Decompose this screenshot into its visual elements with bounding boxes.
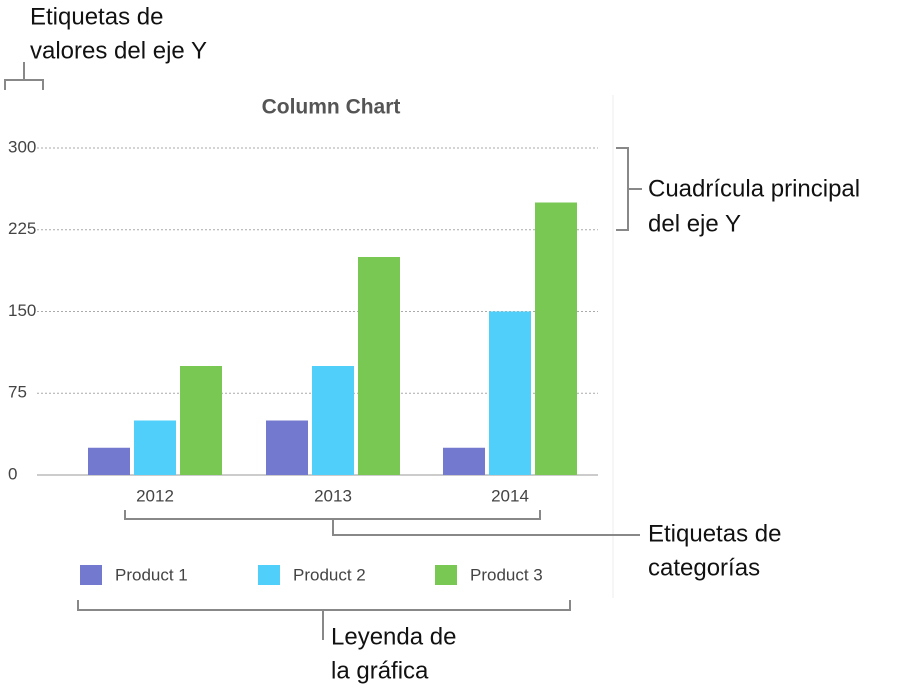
x-tick-label: 2013	[314, 486, 352, 505]
annotation: Cuadrícula principal	[648, 175, 860, 202]
bracket	[4, 62, 44, 90]
bar	[88, 447, 130, 475]
y-tick-label: 150	[8, 301, 36, 320]
bar	[535, 202, 577, 475]
y-tick-label: 75	[8, 383, 27, 402]
y-tick-label: 225	[8, 219, 36, 238]
y-tick-label: 300	[8, 137, 36, 156]
legend-label: Product 3	[470, 565, 543, 584]
annotation: categorías	[648, 554, 760, 581]
bracket	[77, 600, 571, 640]
y-tick-label: 0	[8, 464, 17, 483]
legend-swatch	[435, 565, 457, 585]
bar	[134, 420, 176, 475]
annotation: del eje Y	[648, 210, 741, 237]
bracket	[616, 147, 642, 231]
legend-label: Product 2	[293, 565, 366, 584]
annotation: Leyenda de	[331, 623, 456, 650]
x-tick-label: 2012	[136, 486, 174, 505]
bracket	[124, 510, 640, 536]
legend-swatch	[258, 565, 280, 585]
annotation: Etiquetas de	[648, 520, 781, 547]
bar	[312, 366, 354, 475]
annotation: la gráfica	[331, 657, 429, 684]
bar	[266, 420, 308, 475]
legend-label: Product 1	[115, 565, 188, 584]
annotation: valores del eje Y	[30, 37, 207, 64]
bar	[358, 257, 400, 475]
chart-title: Column Chart	[262, 96, 401, 119]
bar	[180, 366, 222, 475]
x-tick-label: 2014	[491, 486, 529, 505]
legend-swatch	[80, 565, 102, 585]
annotation: Etiquetas de	[30, 3, 163, 30]
bar	[489, 311, 531, 475]
bar	[443, 447, 485, 475]
